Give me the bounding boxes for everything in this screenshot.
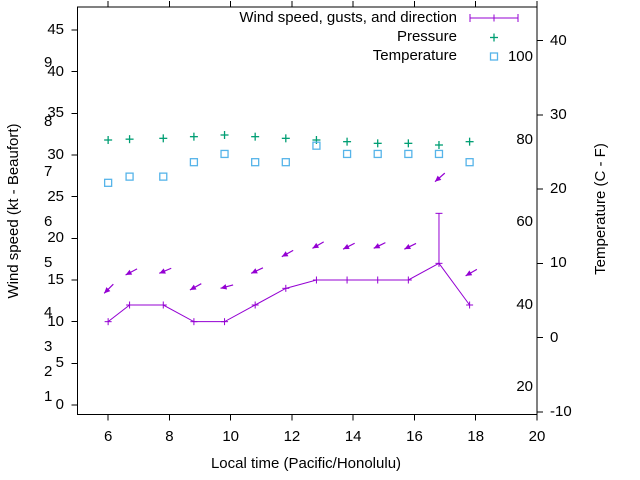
wind-arrow-head bbox=[189, 284, 197, 291]
pressure-series bbox=[104, 131, 474, 150]
fahrenheit-tick-label: 100 bbox=[507, 48, 533, 65]
kt-tick-label: 20 bbox=[47, 229, 64, 247]
x-tick-label: 6 bbox=[103, 428, 113, 445]
x-tick-label: 16 bbox=[406, 428, 423, 445]
x-tick-label: 10 bbox=[222, 428, 239, 445]
wind-arrow-head bbox=[465, 270, 473, 276]
kt-tick-label: 35 bbox=[47, 104, 64, 122]
kt-tick-label: 10 bbox=[47, 312, 64, 330]
celsius-tick-label: 20 bbox=[550, 180, 567, 197]
legend-label-pressure: Pressure bbox=[396, 28, 457, 45]
celsius-tick-label: -10 bbox=[550, 402, 572, 420]
beaufort-label: 5 bbox=[44, 254, 53, 272]
wind-series bbox=[104, 212, 474, 326]
legend-label-temperature: Temperature bbox=[372, 47, 457, 64]
axis-ticks bbox=[71, 1, 543, 421]
beaufort-label: 6 bbox=[44, 212, 53, 230]
fahrenheit-tick-label: 20 bbox=[516, 378, 533, 395]
beaufort-label: 1 bbox=[44, 387, 53, 405]
x-tick-label: 14 bbox=[344, 428, 362, 445]
x-tick-label: 20 bbox=[528, 428, 546, 445]
legend-label-wind: Wind speed, gusts, and direction bbox=[239, 9, 457, 26]
celsius-tick-label: 40 bbox=[550, 31, 567, 49]
kt-tick-label: 5 bbox=[55, 354, 64, 372]
kt-tick-label: 25 bbox=[47, 187, 64, 205]
kt-tick-label: 15 bbox=[47, 271, 64, 288]
x-tick-label: 18 bbox=[467, 428, 485, 445]
wind-arrow-head bbox=[343, 243, 350, 250]
wind-arrow-head bbox=[373, 243, 381, 249]
legend-samples bbox=[469, 14, 519, 61]
kt-tick-label: 30 bbox=[47, 146, 64, 163]
x-tick-label: 12 bbox=[283, 428, 301, 445]
wind-direction-arrows bbox=[103, 172, 478, 294]
beaufort-label: 7 bbox=[44, 162, 53, 180]
celsius-tick-label: 10 bbox=[550, 254, 567, 272]
beaufort-label: 4 bbox=[44, 304, 53, 322]
plot-border bbox=[77, 6, 538, 415]
kt-tick-label: 40 bbox=[47, 62, 64, 80]
wind-arrow-head bbox=[125, 269, 133, 276]
wind-arrow-head bbox=[434, 175, 442, 182]
celsius-tick-label: 30 bbox=[550, 105, 567, 123]
fahrenheit-tick-label: 60 bbox=[516, 213, 533, 230]
beaufort-label: 3 bbox=[44, 337, 53, 355]
kt-tick-label: 0 bbox=[55, 396, 64, 413]
wind-arrow-head bbox=[159, 268, 166, 274]
beaufort-label: 8 bbox=[44, 112, 53, 130]
y-axis-label-left: Wind speed (kt - Beaufort) bbox=[5, 123, 22, 299]
wind-arrow-head bbox=[251, 268, 258, 274]
fahrenheit-tick-label: 80 bbox=[516, 130, 533, 148]
celsius-tick-label: 0 bbox=[550, 328, 559, 346]
wind-arrow-head bbox=[104, 287, 111, 294]
wind-arrow-head bbox=[281, 251, 289, 257]
beaufort-label: 9 bbox=[44, 54, 53, 72]
temperature-series bbox=[103, 141, 474, 187]
legend: Wind speed, gusts, and direction Pressur… bbox=[200, 8, 457, 65]
y-axis-label-right: Temperature (C - F) bbox=[592, 143, 609, 275]
x-tick-label: 8 bbox=[165, 428, 174, 445]
wind-arrow-head bbox=[312, 242, 320, 249]
x-axis-label: Local time (Pacific/Honolulu) bbox=[210, 455, 402, 472]
kt-tick-label: 45 bbox=[47, 21, 64, 38]
fahrenheit-tick-label: 40 bbox=[516, 295, 533, 313]
wind-arrow-head bbox=[220, 284, 228, 290]
wind-arrow-head bbox=[404, 244, 411, 250]
beaufort-label: 2 bbox=[44, 362, 53, 380]
legend-sample-temperature bbox=[489, 52, 499, 61]
